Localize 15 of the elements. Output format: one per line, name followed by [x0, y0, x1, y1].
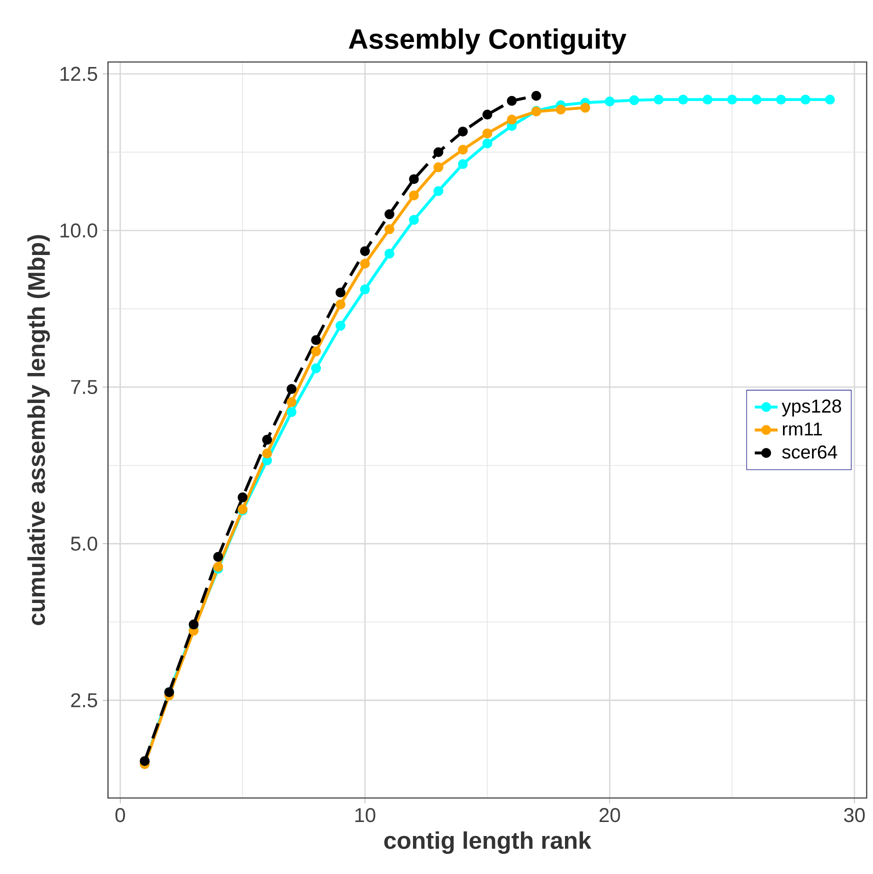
x-tick-label: 10 — [355, 808, 376, 822]
y-tick-label: 5.0 — [70, 536, 98, 551]
y-axis-title: cumulative assembly length (Mbp) — [27, 235, 50, 626]
y-tick-label: 12.5 — [60, 66, 98, 81]
legend-label: yps128 — [782, 400, 842, 416]
legend-label: scer64 — [782, 445, 838, 459]
y-tick-label: 7.5 — [71, 380, 98, 394]
y-tick-label: 10.0 — [60, 223, 98, 238]
legend-label: rm11 — [782, 422, 822, 436]
chart-title: Assembly Contiguity — [348, 28, 626, 55]
x-tick-label: 30 — [844, 808, 865, 822]
y-tick-label: 2.5 — [71, 693, 98, 708]
x-tick-label: 0 — [115, 808, 126, 822]
x-tick-label: 20 — [600, 808, 620, 822]
x-axis-title: contig length rank — [384, 831, 592, 854]
